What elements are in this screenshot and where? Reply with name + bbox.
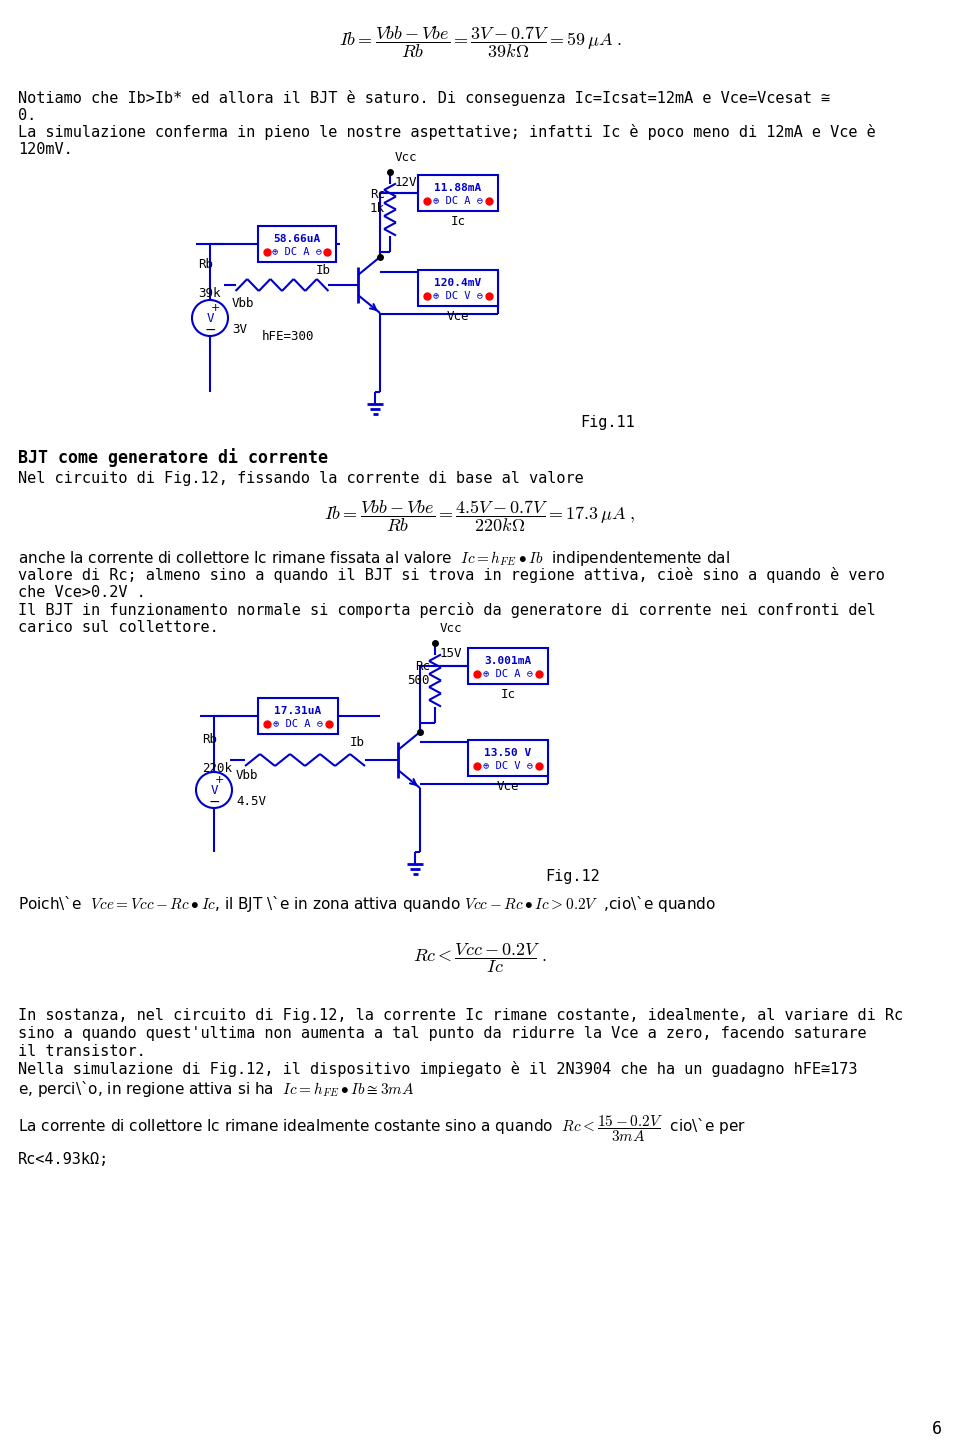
Text: La corrente di collettore Ic rimane idealmente costante sino a quando  $Rc < \df: La corrente di collettore Ic rimane idea… <box>18 1113 746 1143</box>
Text: V: V <box>206 312 214 325</box>
Text: 0.: 0. <box>18 107 36 123</box>
Text: Fig.12: Fig.12 <box>545 869 600 884</box>
Text: 13.50 V: 13.50 V <box>485 747 532 757</box>
Text: 1k: 1k <box>370 203 385 216</box>
Text: +: + <box>214 775 224 785</box>
Text: Vbb: Vbb <box>232 297 254 311</box>
Text: Ic: Ic <box>450 215 466 228</box>
Text: carico sul collettore.: carico sul collettore. <box>18 620 219 636</box>
Text: In sostanza, nel circuito di Fig.12, la corrente Ic rimane costante, idealmente,: In sostanza, nel circuito di Fig.12, la … <box>18 1008 903 1023</box>
Text: Vce: Vce <box>496 781 519 794</box>
Text: che Vce>0.2V .: che Vce>0.2V . <box>18 585 146 601</box>
Text: 39k: 39k <box>198 287 221 300</box>
Text: sino a quando quest'ultima non aumenta a tal punto da ridurre la Vce a zero, fac: sino a quando quest'ultima non aumenta a… <box>18 1026 867 1040</box>
Text: Vcc: Vcc <box>440 622 463 636</box>
Bar <box>468 740 548 776</box>
Text: ⊕ DC A ⊖: ⊕ DC A ⊖ <box>433 196 483 206</box>
Text: BJT come generatore di corrente: BJT come generatore di corrente <box>18 448 328 467</box>
Text: 120mV.: 120mV. <box>18 142 73 157</box>
Text: +: + <box>210 303 220 313</box>
Text: ⊕ DC A ⊖: ⊕ DC A ⊖ <box>273 718 323 728</box>
Text: Ic: Ic <box>500 688 516 701</box>
Bar <box>468 649 548 683</box>
Text: 6: 6 <box>932 1421 942 1438</box>
Text: e, perci\`o, in regione attiva si ha  $Ic = h_{FE}\bullet Ib \cong 3mA$: e, perci\`o, in regione attiva si ha $Ic… <box>18 1080 414 1098</box>
Text: −: − <box>208 795 220 810</box>
Text: Notiamo che Ib>Ib* ed allora il BJT è saturo. Di conseguenza Ic=Icsat=12mA e Vce: Notiamo che Ib>Ib* ed allora il BJT è sa… <box>18 90 830 106</box>
Bar <box>418 270 498 306</box>
Text: 17.31uA: 17.31uA <box>275 705 322 715</box>
Text: Rc: Rc <box>415 660 430 672</box>
Text: Vcc: Vcc <box>395 151 418 164</box>
Text: anche la corrente di collettore Ic rimane fissata al valore  $Ic = h_{FE}\bullet: anche la corrente di collettore Ic riman… <box>18 548 730 567</box>
Text: 3.001mA: 3.001mA <box>485 656 532 666</box>
Text: 500: 500 <box>407 673 430 686</box>
Text: $Rc < \dfrac{Vcc-0.2V}{Ic}\;.$: $Rc < \dfrac{Vcc-0.2V}{Ic}\;.$ <box>413 942 547 975</box>
Text: hFE=300: hFE=300 <box>262 331 315 344</box>
Text: $Ib = \dfrac{Vbb-Vbe}{Rb} = \dfrac{4.5V-0.7V}{220k\Omega} = 17.3\,\mu A\;,$: $Ib = \dfrac{Vbb-Vbe}{Rb} = \dfrac{4.5V-… <box>324 498 636 534</box>
Text: Rb: Rb <box>202 733 217 746</box>
Bar <box>258 698 338 734</box>
Text: 220k: 220k <box>202 762 232 775</box>
Text: Poich\`e  $Vce = Vcc - Rc\bullet Ic$, il BJT \`e in zona attiva quando $Vcc - Rc: Poich\`e $Vce = Vcc - Rc\bullet Ic$, il … <box>18 894 716 914</box>
Text: Rb: Rb <box>198 258 213 271</box>
Text: Ib: Ib <box>350 736 365 749</box>
Text: La simulazione conferma in pieno le nostre aspettative; infatti Ic è poco meno d: La simulazione conferma in pieno le nost… <box>18 123 876 139</box>
Text: 15V: 15V <box>440 647 463 660</box>
Text: Vbb: Vbb <box>236 769 258 782</box>
Text: −: − <box>204 324 216 337</box>
Text: ⊕ DC V ⊖: ⊕ DC V ⊖ <box>433 290 483 300</box>
Text: V: V <box>210 784 218 797</box>
Text: 12V: 12V <box>395 176 418 189</box>
Text: 11.88mA: 11.88mA <box>434 183 482 193</box>
Circle shape <box>192 300 228 337</box>
Text: Fig.11: Fig.11 <box>580 415 635 429</box>
Text: Il BJT in funzionamento normale si comporta perciò da generatore di corrente nei: Il BJT in funzionamento normale si compo… <box>18 602 876 618</box>
Text: Rc: Rc <box>370 189 385 202</box>
Text: $Ib = \dfrac{Vbb-Vbe}{Rb} = \dfrac{3V-0.7V}{39k\Omega} = 59\,\mu A\;.$: $Ib = \dfrac{Vbb-Vbe}{Rb} = \dfrac{3V-0.… <box>339 25 621 59</box>
Circle shape <box>196 772 232 808</box>
Text: valore di Rc; almeno sino a quando il BJT si trova in regione attiva, cioè sino : valore di Rc; almeno sino a quando il BJ… <box>18 567 885 583</box>
Text: il transistor.: il transistor. <box>18 1045 146 1059</box>
Text: 4.5V: 4.5V <box>236 795 266 808</box>
Text: Ib: Ib <box>316 264 331 277</box>
Bar <box>418 176 498 210</box>
Text: Nella simulazione di Fig.12, il dispositivo impiegato è il 2N3904 che ha un guad: Nella simulazione di Fig.12, il disposit… <box>18 1061 857 1077</box>
Text: 58.66uA: 58.66uA <box>274 234 321 244</box>
Text: ⊕ DC A ⊖: ⊕ DC A ⊖ <box>272 247 322 257</box>
Text: 3V: 3V <box>232 324 247 337</box>
Bar <box>258 226 336 263</box>
Text: Rc<4.93kΩ;: Rc<4.93kΩ; <box>18 1152 109 1167</box>
Text: 120.4mV: 120.4mV <box>434 277 482 287</box>
Text: ⊕ DC A ⊖: ⊕ DC A ⊖ <box>483 669 533 679</box>
Text: Nel circuito di Fig.12, fissando la corrente di base al valore: Nel circuito di Fig.12, fissando la corr… <box>18 472 584 486</box>
Text: ⊕ DC V ⊖: ⊕ DC V ⊖ <box>483 760 533 770</box>
Text: Vce: Vce <box>446 311 469 324</box>
